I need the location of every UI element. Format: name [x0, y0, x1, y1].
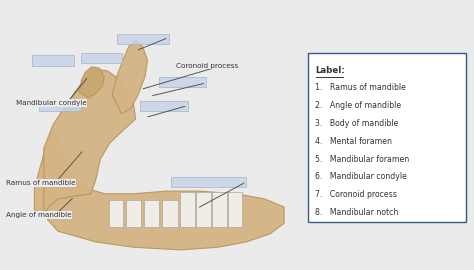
- Bar: [82, 53, 121, 63]
- Polygon shape: [44, 70, 136, 215]
- Bar: [144, 200, 159, 227]
- Bar: [140, 101, 188, 111]
- Bar: [171, 177, 246, 187]
- FancyBboxPatch shape: [308, 53, 465, 222]
- Bar: [126, 200, 141, 227]
- Text: 6.   Mandibular condyle: 6. Mandibular condyle: [315, 173, 407, 181]
- Bar: [162, 200, 178, 227]
- Text: Angle of mandible: Angle of mandible: [6, 212, 72, 218]
- Polygon shape: [35, 130, 284, 250]
- Bar: [32, 55, 74, 66]
- Bar: [159, 77, 206, 87]
- Bar: [196, 193, 211, 227]
- Bar: [109, 200, 123, 227]
- Bar: [228, 193, 242, 227]
- Bar: [39, 101, 82, 111]
- Text: 3.   Body of mandible: 3. Body of mandible: [315, 119, 398, 128]
- Text: 5.   Mandibular foramen: 5. Mandibular foramen: [315, 154, 409, 164]
- Text: 7.   Coronoid process: 7. Coronoid process: [315, 190, 397, 199]
- Text: 8.   Mandibular notch: 8. Mandibular notch: [315, 208, 398, 217]
- Polygon shape: [112, 40, 147, 114]
- Text: Coronoid process: Coronoid process: [176, 63, 238, 69]
- Text: 1.   Ramus of mandible: 1. Ramus of mandible: [315, 83, 406, 92]
- Text: 2.   Angle of mandible: 2. Angle of mandible: [315, 101, 401, 110]
- Text: Ramus of mandible: Ramus of mandible: [6, 180, 76, 186]
- Polygon shape: [79, 67, 104, 98]
- Text: 4.   Mental foramen: 4. Mental foramen: [315, 137, 392, 146]
- Bar: [180, 193, 195, 227]
- Text: Label:: Label:: [316, 66, 346, 75]
- Bar: [117, 34, 169, 44]
- Bar: [212, 193, 227, 227]
- Text: Mandibular condyle: Mandibular condyle: [16, 100, 86, 106]
